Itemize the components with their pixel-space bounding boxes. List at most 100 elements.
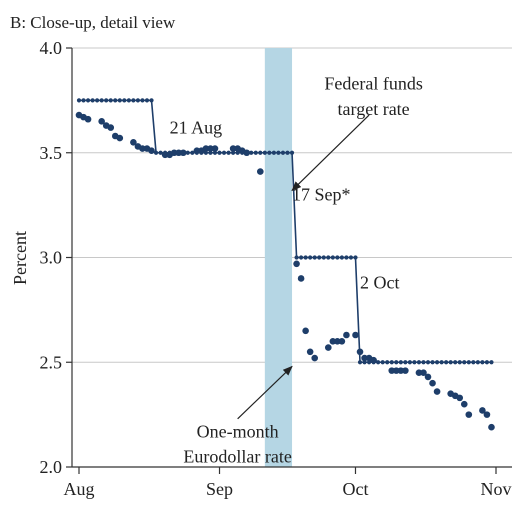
eurodollar-point [460, 400, 468, 408]
x-tick-label: Oct [342, 479, 368, 499]
fed-funds-marker [416, 360, 422, 365]
fed-funds-marker [271, 150, 276, 155]
eurodollar-point [465, 411, 473, 418]
fed-funds-marker [126, 98, 131, 103]
fed-funds-marker [421, 360, 426, 365]
fed-funds-marker [475, 360, 480, 365]
fed-funds-marker [85, 98, 91, 103]
fed-funds-marker [366, 360, 372, 365]
fed-funds-marker [385, 360, 390, 365]
annotation-label: 21 Aug [170, 118, 223, 138]
x-tick-label: Nov [481, 479, 512, 499]
fed-funds-marker [135, 98, 141, 103]
fed-funds-marker [122, 98, 127, 103]
eurodollar-point [479, 407, 486, 414]
eurodollar-point [420, 369, 427, 377]
eurodollar-point [161, 151, 169, 159]
fed-funds-marker [357, 360, 363, 365]
fed-funds-marker [303, 255, 308, 260]
fed-funds-marker [462, 360, 467, 365]
fed-funds-marker [348, 255, 354, 260]
eurodollar-point [293, 260, 300, 268]
annotation-label: 2 Oct [360, 273, 400, 293]
y-tick-label: 3.5 [40, 143, 63, 163]
eurodollar-point [179, 149, 187, 157]
y-tick-label: 4.0 [40, 38, 63, 58]
fed-funds-marker [376, 360, 381, 365]
eurodollar-point [356, 348, 364, 356]
fed-funds-marker [362, 360, 367, 365]
fed-funds-marker [221, 150, 227, 155]
eurodollar-point [397, 367, 405, 374]
fed-funds-marker [95, 98, 100, 103]
eurodollar-point [302, 327, 309, 335]
eurodollar-point [343, 331, 350, 339]
y-tick-label: 2.5 [40, 352, 63, 372]
annotation-arrow [237, 365, 293, 420]
eurodollar-point [311, 354, 319, 362]
fed-funds-marker [448, 360, 453, 365]
fed-funds-marker [104, 98, 109, 103]
fed-funds-marker [484, 360, 490, 365]
shade-layer [264, 48, 293, 467]
eurodollar-point [170, 149, 178, 157]
fed-funds-marker [335, 255, 340, 260]
fed-funds-marker [108, 98, 113, 103]
x-tick-label: Sep [206, 479, 233, 499]
fed-funds-marker [153, 150, 159, 155]
eurodollar-point [297, 275, 305, 282]
fed-funds-marker [267, 150, 272, 155]
eurodollar-point [84, 115, 92, 123]
eurodollar-point [148, 147, 155, 154]
eurodollar-point [257, 168, 264, 175]
fed-funds-marker [212, 150, 218, 155]
shaded-region [264, 48, 293, 467]
eurodollar-point [483, 411, 491, 418]
fed-funds-marker [434, 360, 440, 365]
eurodollar-point [175, 149, 183, 157]
fed-funds-marker [466, 360, 471, 365]
annotation-label: target rate [338, 99, 410, 119]
fed-funds-marker [90, 98, 95, 103]
y-axis-label: Percent [10, 231, 30, 285]
eurodollar-point [324, 344, 332, 351]
fed-funds-marker [190, 150, 195, 155]
fed-funds-marker [453, 360, 458, 365]
eurodollar-point [392, 367, 400, 374]
eurodollar-point [424, 373, 432, 381]
fed-funds-marker [344, 255, 349, 260]
eurodollar-point [193, 147, 201, 154]
fed-funds-marker [253, 150, 258, 155]
fed-funds-marker [144, 98, 150, 103]
annotation-label: One-month [197, 421, 279, 441]
fed-funds-marker [389, 360, 394, 365]
fed-funds-marker [208, 150, 213, 155]
annotation-label: Federal funds [324, 74, 422, 94]
fed-funds-marker [226, 150, 231, 155]
annotation-label: Eurodollar rate [183, 447, 291, 467]
eurodollar-point [130, 138, 137, 146]
eurodollar-point [306, 348, 314, 356]
eurodollar-point [370, 356, 377, 364]
series-layer [75, 98, 495, 431]
x-tick-label: Aug [64, 479, 95, 499]
fed-funds-marker [317, 255, 322, 260]
eurodollar-point [139, 145, 146, 152]
eurodollar-point [338, 338, 346, 345]
eurodollar-point [402, 367, 409, 374]
fed-funds-marker [117, 98, 122, 103]
fed-funds-marker [380, 360, 385, 365]
fed-funds-marker [99, 98, 104, 103]
fed-funds-marker [231, 150, 236, 155]
fed-funds-marker [471, 360, 476, 365]
fed-funds-marker [326, 255, 331, 260]
fed-funds-marker [249, 150, 254, 155]
fed-funds-marker [489, 360, 494, 365]
fed-funds-marker [131, 98, 136, 103]
eurodollar-point [433, 388, 441, 395]
annotation-layer: 21 Aug 17 Sep* 2 Oct Federal funds target ra… [170, 74, 423, 467]
eurodollar-point [334, 338, 341, 345]
fed-funds-marker [276, 150, 281, 155]
fed-funds-marker [398, 360, 403, 365]
